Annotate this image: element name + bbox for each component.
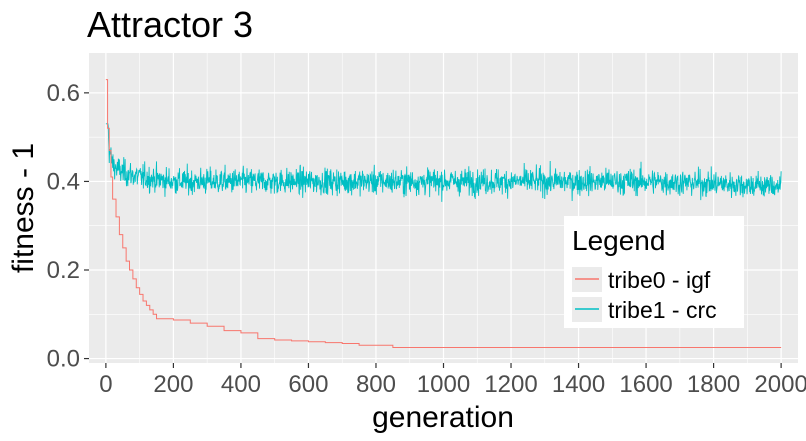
x-tick-label: 200 — [153, 371, 193, 398]
series-line-tribe1 — [105, 123, 782, 202]
x-tick-label: 0 — [99, 371, 112, 398]
x-tick-label: 1600 — [619, 371, 672, 398]
series-layer — [105, 79, 782, 348]
x-tick-label: 1000 — [417, 371, 470, 398]
legend-label-tribe1: tribe1 - crc — [608, 297, 717, 323]
series-line-tribe0 — [105, 79, 782, 348]
x-tick-label: 1200 — [484, 371, 537, 398]
legend: Legend tribe0 - igf tribe1 - crc — [564, 216, 744, 328]
y-tick-label: 0.2 — [47, 257, 80, 284]
chart-title: Attractor 3 — [87, 4, 253, 45]
y-tick-label: 0.0 — [47, 346, 80, 373]
x-tick-label: 1400 — [552, 371, 605, 398]
legend-title: Legend — [572, 225, 665, 256]
legend-label-tribe0: tribe0 - igf — [608, 267, 711, 293]
y-axis-ticks: 0.0 0.2 0.4 0.6 — [47, 80, 89, 373]
x-axis-ticks: 0 200 400 600 800 1000 1200 1400 1600 1800 2000 — [99, 363, 806, 398]
x-tick-label: 400 — [221, 371, 261, 398]
x-tick-label: 1800 — [687, 371, 740, 398]
y-axis-label: fitness - 1 — [7, 143, 40, 273]
x-tick-label: 2000 — [754, 371, 806, 398]
y-tick-label: 0.6 — [47, 80, 80, 107]
y-tick-label: 0.4 — [47, 168, 80, 195]
x-tick-label: 600 — [288, 371, 328, 398]
x-tick-label: 800 — [356, 371, 396, 398]
x-axis-label: generation — [372, 401, 514, 434]
